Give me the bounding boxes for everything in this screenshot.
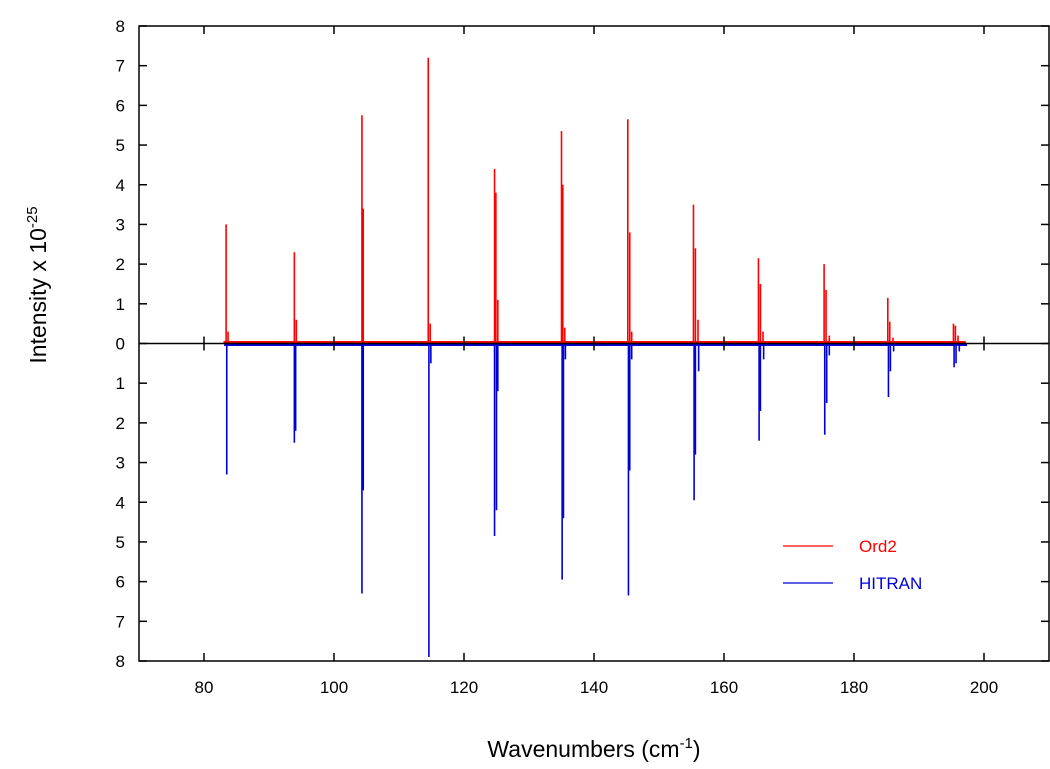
y-tick-label: 1: [116, 374, 125, 393]
y-tick-label: 4: [116, 493, 125, 512]
x-tick-label: 200: [970, 678, 998, 697]
x-tick-label: 180: [840, 678, 868, 697]
y-tick-label: 8: [116, 652, 125, 671]
legend-label-ord2: Ord2: [859, 537, 897, 556]
y-tick-label: 4: [116, 176, 125, 195]
x-tick-label: 160: [710, 678, 738, 697]
x-tick-label: 80: [195, 678, 214, 697]
y-tick-label: 2: [116, 414, 125, 433]
y-tick-label: 3: [116, 215, 125, 234]
series-ord2: [223, 57, 966, 344]
tick-label-layer: 80 100 120 140 160 180 200 8 7 6 5 4 3 2 1 0 1 2 3 4 5 6 7 8: [116, 17, 999, 697]
series-hitran: [224, 343, 968, 658]
y-tick-label: 7: [116, 57, 125, 76]
x-tick-label: 120: [450, 678, 478, 697]
legend: Ord2 HITRAN: [783, 537, 922, 593]
y-tick-label: 5: [116, 136, 125, 155]
y-tick-label: 6: [116, 573, 125, 592]
y-tick-label: 6: [116, 96, 125, 115]
y-tick-label: 0: [116, 335, 125, 354]
x-tick-label: 100: [320, 678, 348, 697]
series-layer: [223, 57, 968, 658]
y-axis-title: Intensity x 10-25: [24, 206, 51, 363]
x-tick-label: 140: [580, 678, 608, 697]
y-tick-label: 3: [116, 454, 125, 473]
y-tick-label: 5: [116, 533, 125, 552]
x-axis-title: Wavenumbers (cm-1): [487, 735, 700, 762]
tick-layer: [139, 25, 1049, 662]
y-tick-label: 7: [116, 612, 125, 631]
y-tick-label: 8: [116, 17, 125, 36]
legend-label-hitran: HITRAN: [859, 574, 922, 593]
y-tick-label: 1: [116, 295, 125, 314]
y-tick-label: 2: [116, 255, 125, 274]
